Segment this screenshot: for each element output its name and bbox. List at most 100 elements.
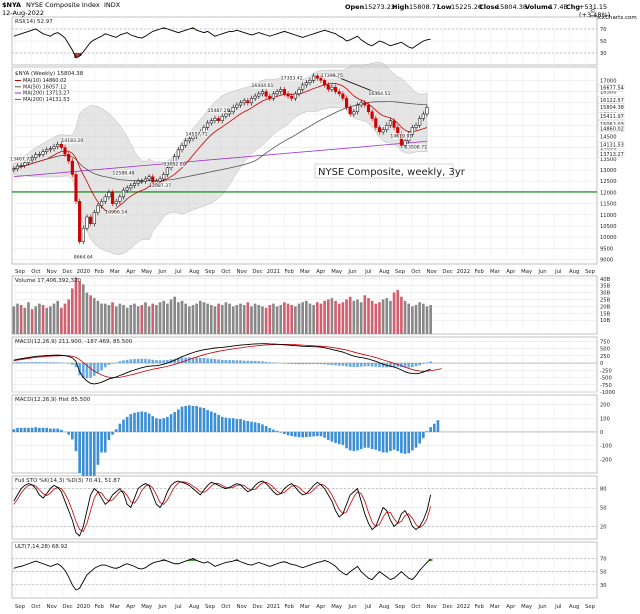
macd-hist-panel-bar (370, 431, 374, 450)
ultimate-tick-label: 50 (600, 570, 607, 576)
macd-hist-panel-bar (74, 431, 78, 452)
macd-hist-bar (67, 363, 70, 364)
candle-body (282, 89, 286, 95)
macd-hist-bar (78, 363, 81, 376)
macd-hist-bar (209, 358, 213, 364)
x-axis-month-label-bottom: Oct (31, 604, 40, 610)
macd-hist-bar (74, 363, 78, 368)
macd-hist-bar (27, 362, 30, 364)
macd-hist-panel-bar (166, 416, 169, 432)
candle-body (363, 102, 367, 106)
ultimate-tick-label: 70 (600, 556, 607, 562)
macd-hist-panel-bar (133, 412, 136, 432)
macd-hist-bar (85, 363, 89, 379)
candle-body (184, 140, 188, 146)
macd-hist-bar (56, 362, 60, 364)
volume-bar (370, 300, 374, 334)
price-label-bg (391, 133, 412, 140)
candle-body (224, 113, 228, 117)
stochastic-tick-label: 50 (600, 506, 607, 512)
volume-bar (334, 300, 337, 334)
volume-bar (16, 303, 19, 334)
volume-bar (305, 300, 308, 334)
volume-bar (396, 289, 400, 334)
macd-hist-panel-bar (312, 431, 315, 437)
volume-bar (407, 303, 411, 334)
volume-bar (239, 303, 242, 334)
volume-tick-label: 30B (600, 291, 611, 297)
candle-body (220, 116, 224, 121)
macd-hist-bar (136, 358, 140, 364)
macd-hist-bar (23, 362, 27, 364)
volume-bar (23, 307, 27, 334)
x-axis-month-label: Mar (300, 269, 311, 275)
x-axis-month-label-bottom: Oct (411, 604, 420, 610)
x-axis-month-label: May (521, 269, 532, 275)
macd-tick-label: -750 (600, 383, 612, 389)
volume-bar (257, 305, 261, 334)
volume-tick-label: 25B (600, 297, 611, 303)
volume-bar (323, 300, 326, 334)
x-axis-month-label-bottom: Feb (474, 604, 484, 610)
candle-body (100, 201, 104, 207)
volume-bar (294, 306, 297, 334)
candle-body (52, 146, 56, 149)
macd-hist-bar (151, 359, 155, 364)
candle-body (355, 104, 360, 113)
macd-hist-panel-bar (103, 431, 107, 453)
macd-hist-panel-bar (92, 431, 96, 478)
macd-hist-label: MACD(12,26,9) Hist 85.500 (15, 397, 91, 403)
macd-hist-panel-bar (173, 412, 177, 432)
legend-entry: MA(50) 16057.12 (23, 84, 66, 90)
macd-hist-panel-bar (89, 431, 92, 486)
macd-hist-panel-bar (345, 431, 348, 449)
volume-bar (374, 303, 378, 334)
price-label-bg (106, 209, 127, 216)
volume-bar (195, 303, 198, 334)
macd-hist-tick-label: -100 (600, 444, 612, 450)
volume-bar (308, 303, 312, 334)
macd-hist-panel-bar (422, 431, 425, 439)
macd-hist-panel-bar (319, 431, 323, 437)
macd-hist-panel-bar (125, 416, 129, 432)
legend-entry: MA(200) 13713.27 (23, 91, 70, 97)
volume-bar (129, 305, 133, 334)
macd-hist-bar (400, 363, 403, 368)
volume-bar (63, 303, 67, 334)
x-axis-month-label: Jul (554, 269, 561, 275)
x-axis-month-label: Dec (62, 269, 72, 275)
macd-hist-panel-bar (231, 418, 235, 432)
rsi-label: RSI(14) 52.97 (15, 19, 53, 25)
price-tick-label: 16500 (600, 90, 617, 96)
volume-bar (92, 298, 96, 334)
candle-body (260, 91, 265, 95)
candle-body (271, 93, 275, 99)
candle-body (238, 102, 243, 106)
candle-body (59, 143, 63, 148)
x-axis-month-label-bottom: Aug (189, 604, 199, 610)
x-axis-month-label-bottom: Apr (506, 604, 516, 610)
x-axis-month-label-bottom: Jul (554, 604, 561, 610)
macd-hist-panel-bar (301, 431, 304, 438)
volume-bar (213, 306, 217, 334)
macd-hist-panel-bar (147, 413, 151, 432)
price-point-label: 14619.91 (390, 134, 412, 140)
macd-hist-panel-bar (378, 431, 381, 452)
candle-body (268, 95, 272, 99)
macd-hist-bar (96, 363, 100, 374)
macd-hist-panel-bar (191, 405, 195, 432)
price-point-label: 14517.71 (186, 131, 208, 137)
volume-label: Volume (525, 3, 553, 11)
x-axis-month-label: Jun (157, 269, 166, 275)
volume-bar (242, 305, 246, 334)
macd-hist-panel-bar (38, 427, 41, 432)
volume-bar (78, 281, 81, 334)
price-point-label: 16354.51 (368, 91, 390, 97)
price-point-label: 8664.64 (74, 254, 93, 260)
candle-body (319, 77, 323, 81)
macd-hist-panel-bar (418, 431, 421, 444)
macd-hist-panel-bar (261, 424, 264, 432)
price-label-bg (321, 72, 342, 79)
volume-bar (56, 300, 60, 334)
price-tick-label: 9000 (600, 258, 613, 264)
